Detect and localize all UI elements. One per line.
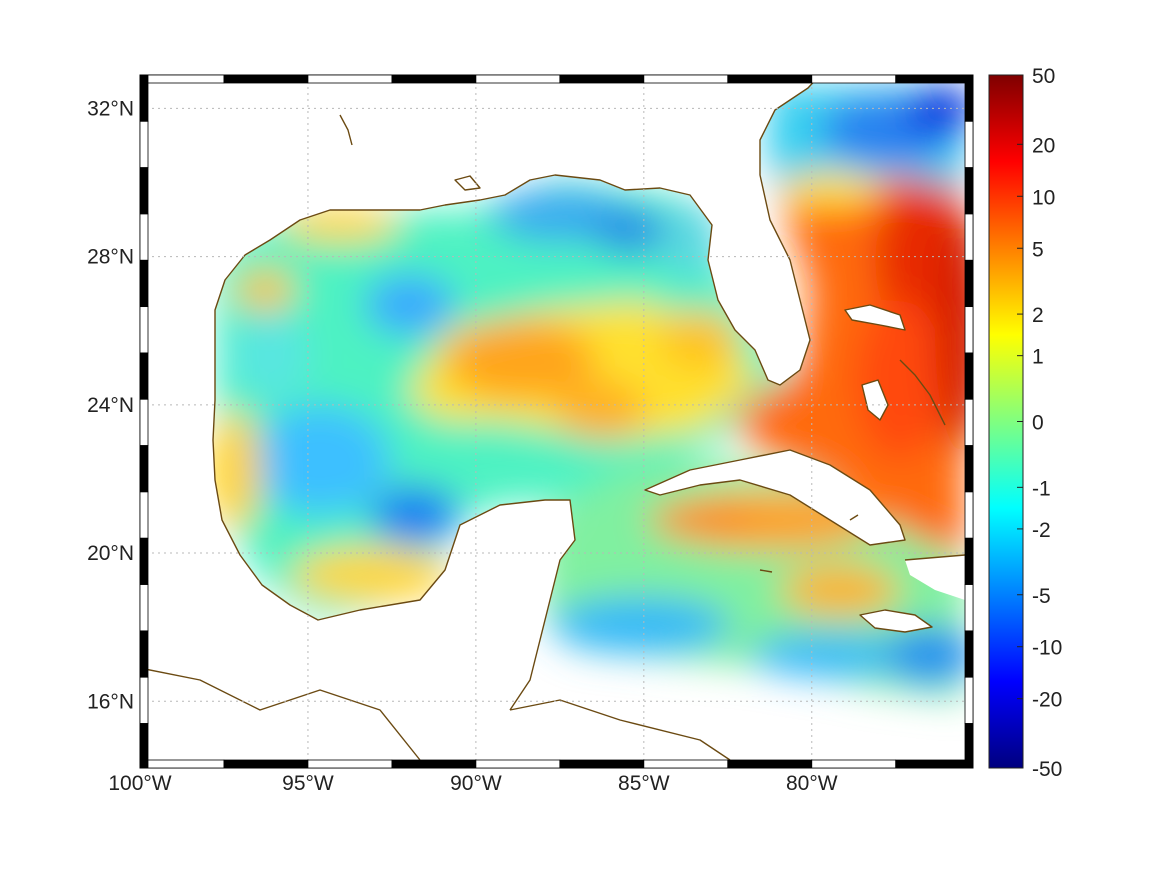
colorbar-label: 50: [1032, 65, 1055, 88]
colorbar-label: -5: [1032, 585, 1051, 608]
frame-segment: [139, 352, 149, 400]
lat-tick-label: 20°N: [87, 542, 134, 565]
lat-tick-label: 16°N: [87, 690, 134, 713]
colorbar-label: 2: [1032, 304, 1044, 327]
coastlines: [148, 82, 965, 761]
frame-segment: [964, 259, 974, 308]
frame-segment: [559, 74, 645, 84]
frame-segment: [964, 120, 974, 169]
frame-segment: [223, 759, 309, 769]
frame-segment: [643, 74, 729, 84]
colorbar-label: 10: [1032, 186, 1055, 209]
frame-segment: [139, 306, 149, 354]
colorbar-label: -2: [1032, 519, 1051, 542]
colorbar-label: 1: [1032, 346, 1044, 369]
lon-tick-label: 80°W: [786, 772, 838, 795]
frame-segment: [139, 398, 149, 446]
frame-segment: [307, 759, 393, 769]
colorbar-label: -20: [1032, 689, 1062, 712]
frame-segment: [964, 630, 974, 678]
lat-tick-label: 24°N: [87, 394, 134, 417]
frame-segment: [139, 120, 149, 169]
lon-tick-label: 95°W: [282, 772, 334, 795]
frame-segment: [964, 537, 974, 585]
frame-segment: [964, 167, 974, 215]
map-frame: [139, 74, 974, 769]
frame-segment: [964, 74, 974, 122]
land-mask: [148, 82, 965, 760]
colorbar-label: 0: [1032, 412, 1044, 435]
frame-segment: [727, 74, 813, 84]
frame-segment: [139, 213, 149, 261]
colorbar-label: -1: [1032, 477, 1051, 500]
lat-tick-labels: 32°N 28°N 24°N 20°N 16°N: [87, 97, 134, 713]
frame-segment: [139, 259, 149, 308]
frame-segment: [223, 74, 309, 84]
frame-segment: [139, 167, 149, 215]
frame-segment: [964, 584, 974, 632]
frame-segment: [964, 676, 974, 724]
frame-segment: [643, 759, 729, 769]
frame-segment: [727, 759, 813, 769]
frame-segment: [139, 759, 225, 769]
lon-tick-label: 90°W: [450, 772, 502, 795]
frame-segment: [139, 491, 149, 539]
frame-segment: [811, 74, 897, 84]
colorbar-label: 20: [1032, 134, 1055, 157]
frame-segment: [475, 74, 561, 84]
frame-segment: [307, 74, 393, 84]
grid-lines: [140, 75, 973, 768]
frame-segment: [895, 74, 974, 84]
frame-segment: [964, 491, 974, 539]
frame-segment: [391, 759, 477, 769]
frame-segment: [139, 584, 149, 632]
frame-segment: [964, 306, 974, 354]
lon-tick-label: 85°W: [618, 772, 670, 795]
frame-segment: [964, 398, 974, 446]
frame-segment: [964, 352, 974, 400]
frame-segment: [139, 74, 149, 122]
frame-segment: [559, 759, 645, 769]
frame-segment: [895, 759, 974, 769]
lon-tick-labels: 100°W 95°W 90°W 85°W 80°W: [108, 772, 837, 795]
frame-segment: [139, 445, 149, 493]
frame-segment: [964, 213, 974, 261]
colorbar-label: -50: [1032, 758, 1062, 781]
frame-segment: [139, 676, 149, 724]
frame-segment: [139, 723, 149, 769]
frame-segment: [964, 723, 974, 769]
frame-segment: [139, 537, 149, 585]
colorbar-label: -10: [1032, 637, 1062, 660]
frame-segment: [139, 74, 225, 84]
frame-segment: [139, 630, 149, 678]
frame-segment: [964, 445, 974, 493]
lat-tick-label: 32°N: [87, 97, 134, 120]
colorbar-label: 5: [1032, 238, 1044, 261]
frame-segment: [391, 74, 477, 84]
lon-tick-label: 100°W: [108, 772, 171, 795]
frame-segment: [475, 759, 561, 769]
lat-tick-label: 28°N: [87, 246, 134, 269]
frame-segment: [811, 759, 897, 769]
